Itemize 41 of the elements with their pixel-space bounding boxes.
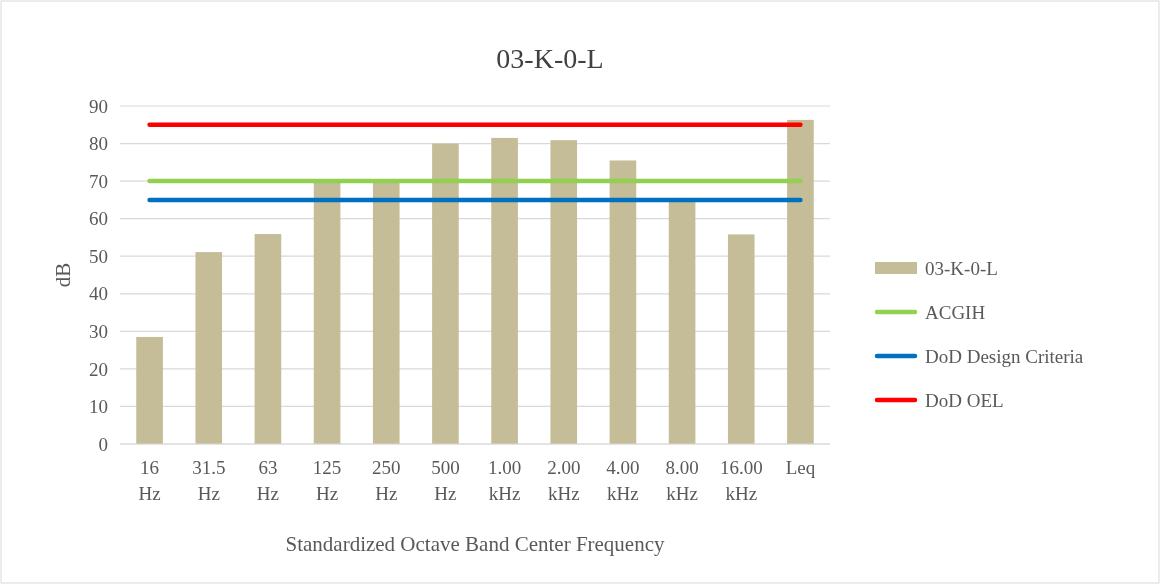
y-tick-label: 0 — [98, 433, 108, 455]
legend-label: ACGIH — [925, 301, 986, 323]
x-tick-label: 8.00 kHz — [665, 457, 699, 504]
bar — [254, 234, 282, 444]
x-axis-title: Standardized Octave Band Center Frequency — [285, 532, 666, 556]
y-tick-label: 50 — [89, 245, 108, 267]
y-tick-label: 60 — [89, 208, 108, 230]
y-tick-label: 90 — [89, 95, 108, 117]
bar — [313, 182, 341, 444]
x-tick-label: 125 Hz — [312, 457, 342, 504]
bar — [491, 137, 518, 444]
legend-label: DoD Design Criteria — [925, 345, 1084, 367]
y-axis-title: dB — [51, 262, 75, 288]
y-tick-label: 10 — [89, 396, 108, 418]
y-tick-label: 80 — [89, 133, 108, 155]
y-tick-label: 20 — [89, 358, 108, 380]
bar — [136, 336, 163, 444]
legend-label: 03-K-0-L — [925, 257, 998, 279]
x-tick-label: 2.00 kHz — [547, 457, 581, 504]
bar — [372, 182, 400, 444]
bar — [432, 143, 459, 444]
y-tick-label: 30 — [89, 320, 108, 342]
chart-title: 03-K-0-L — [496, 43, 604, 74]
x-tick-label: 4.00 kHz — [606, 457, 640, 504]
bar — [609, 160, 637, 444]
bar — [787, 119, 814, 444]
x-tick-label: 63 Hz — [256, 457, 279, 504]
x-tick-label: 250 Hz — [372, 457, 401, 504]
x-tick-label: Leq — [785, 457, 816, 478]
x-tick-label: 1.00 kHz — [487, 457, 522, 504]
x-tick-label: 16.00 kHz — [719, 457, 763, 504]
bar — [550, 140, 578, 444]
x-tick-label: 500 Hz — [431, 457, 460, 504]
bar — [668, 201, 696, 444]
legend-label: DoD OEL — [925, 389, 1004, 411]
x-tick-label: 31.5 Hz — [192, 457, 226, 504]
x-tick-label: 16 Hz — [138, 457, 161, 504]
y-tick-label: 70 — [89, 170, 108, 192]
y-tick-label: 40 — [89, 283, 108, 305]
bar — [727, 234, 755, 444]
bar — [195, 252, 223, 444]
